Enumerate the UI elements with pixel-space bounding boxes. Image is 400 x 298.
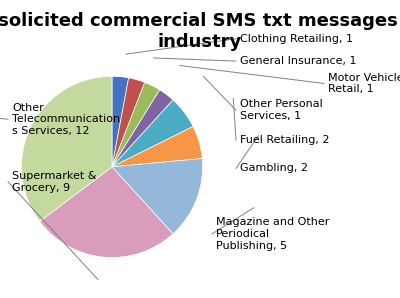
Wedge shape — [112, 78, 145, 167]
Wedge shape — [22, 76, 112, 221]
Text: General Insurance, 1: General Insurance, 1 — [240, 56, 356, 66]
Wedge shape — [112, 76, 129, 167]
Wedge shape — [112, 83, 160, 167]
Text: Other
Telecommunication
s Services, 12: Other Telecommunication s Services, 12 — [12, 103, 120, 136]
Text: Fuel Retailing, 2: Fuel Retailing, 2 — [240, 135, 330, 145]
Text: Motor Vehicle
Retail, 1: Motor Vehicle Retail, 1 — [328, 73, 400, 94]
Wedge shape — [112, 90, 173, 167]
Text: Supermarket &
Grocery, 9: Supermarket & Grocery, 9 — [12, 171, 96, 193]
Wedge shape — [112, 126, 202, 167]
Wedge shape — [112, 159, 202, 234]
Text: Clothing Retailing, 1: Clothing Retailing, 1 — [240, 34, 353, 44]
Text: Magazine and Other
Periodical
Publishing, 5: Magazine and Other Periodical Publishing… — [216, 217, 329, 251]
Text: Unsolicited commercial SMS txt messages by
industry: Unsolicited commercial SMS txt messages … — [0, 12, 400, 51]
Wedge shape — [112, 100, 193, 167]
Wedge shape — [40, 167, 173, 257]
Text: Gambling, 2: Gambling, 2 — [240, 163, 308, 173]
Text: Other Personal
Services, 1: Other Personal Services, 1 — [240, 100, 323, 121]
